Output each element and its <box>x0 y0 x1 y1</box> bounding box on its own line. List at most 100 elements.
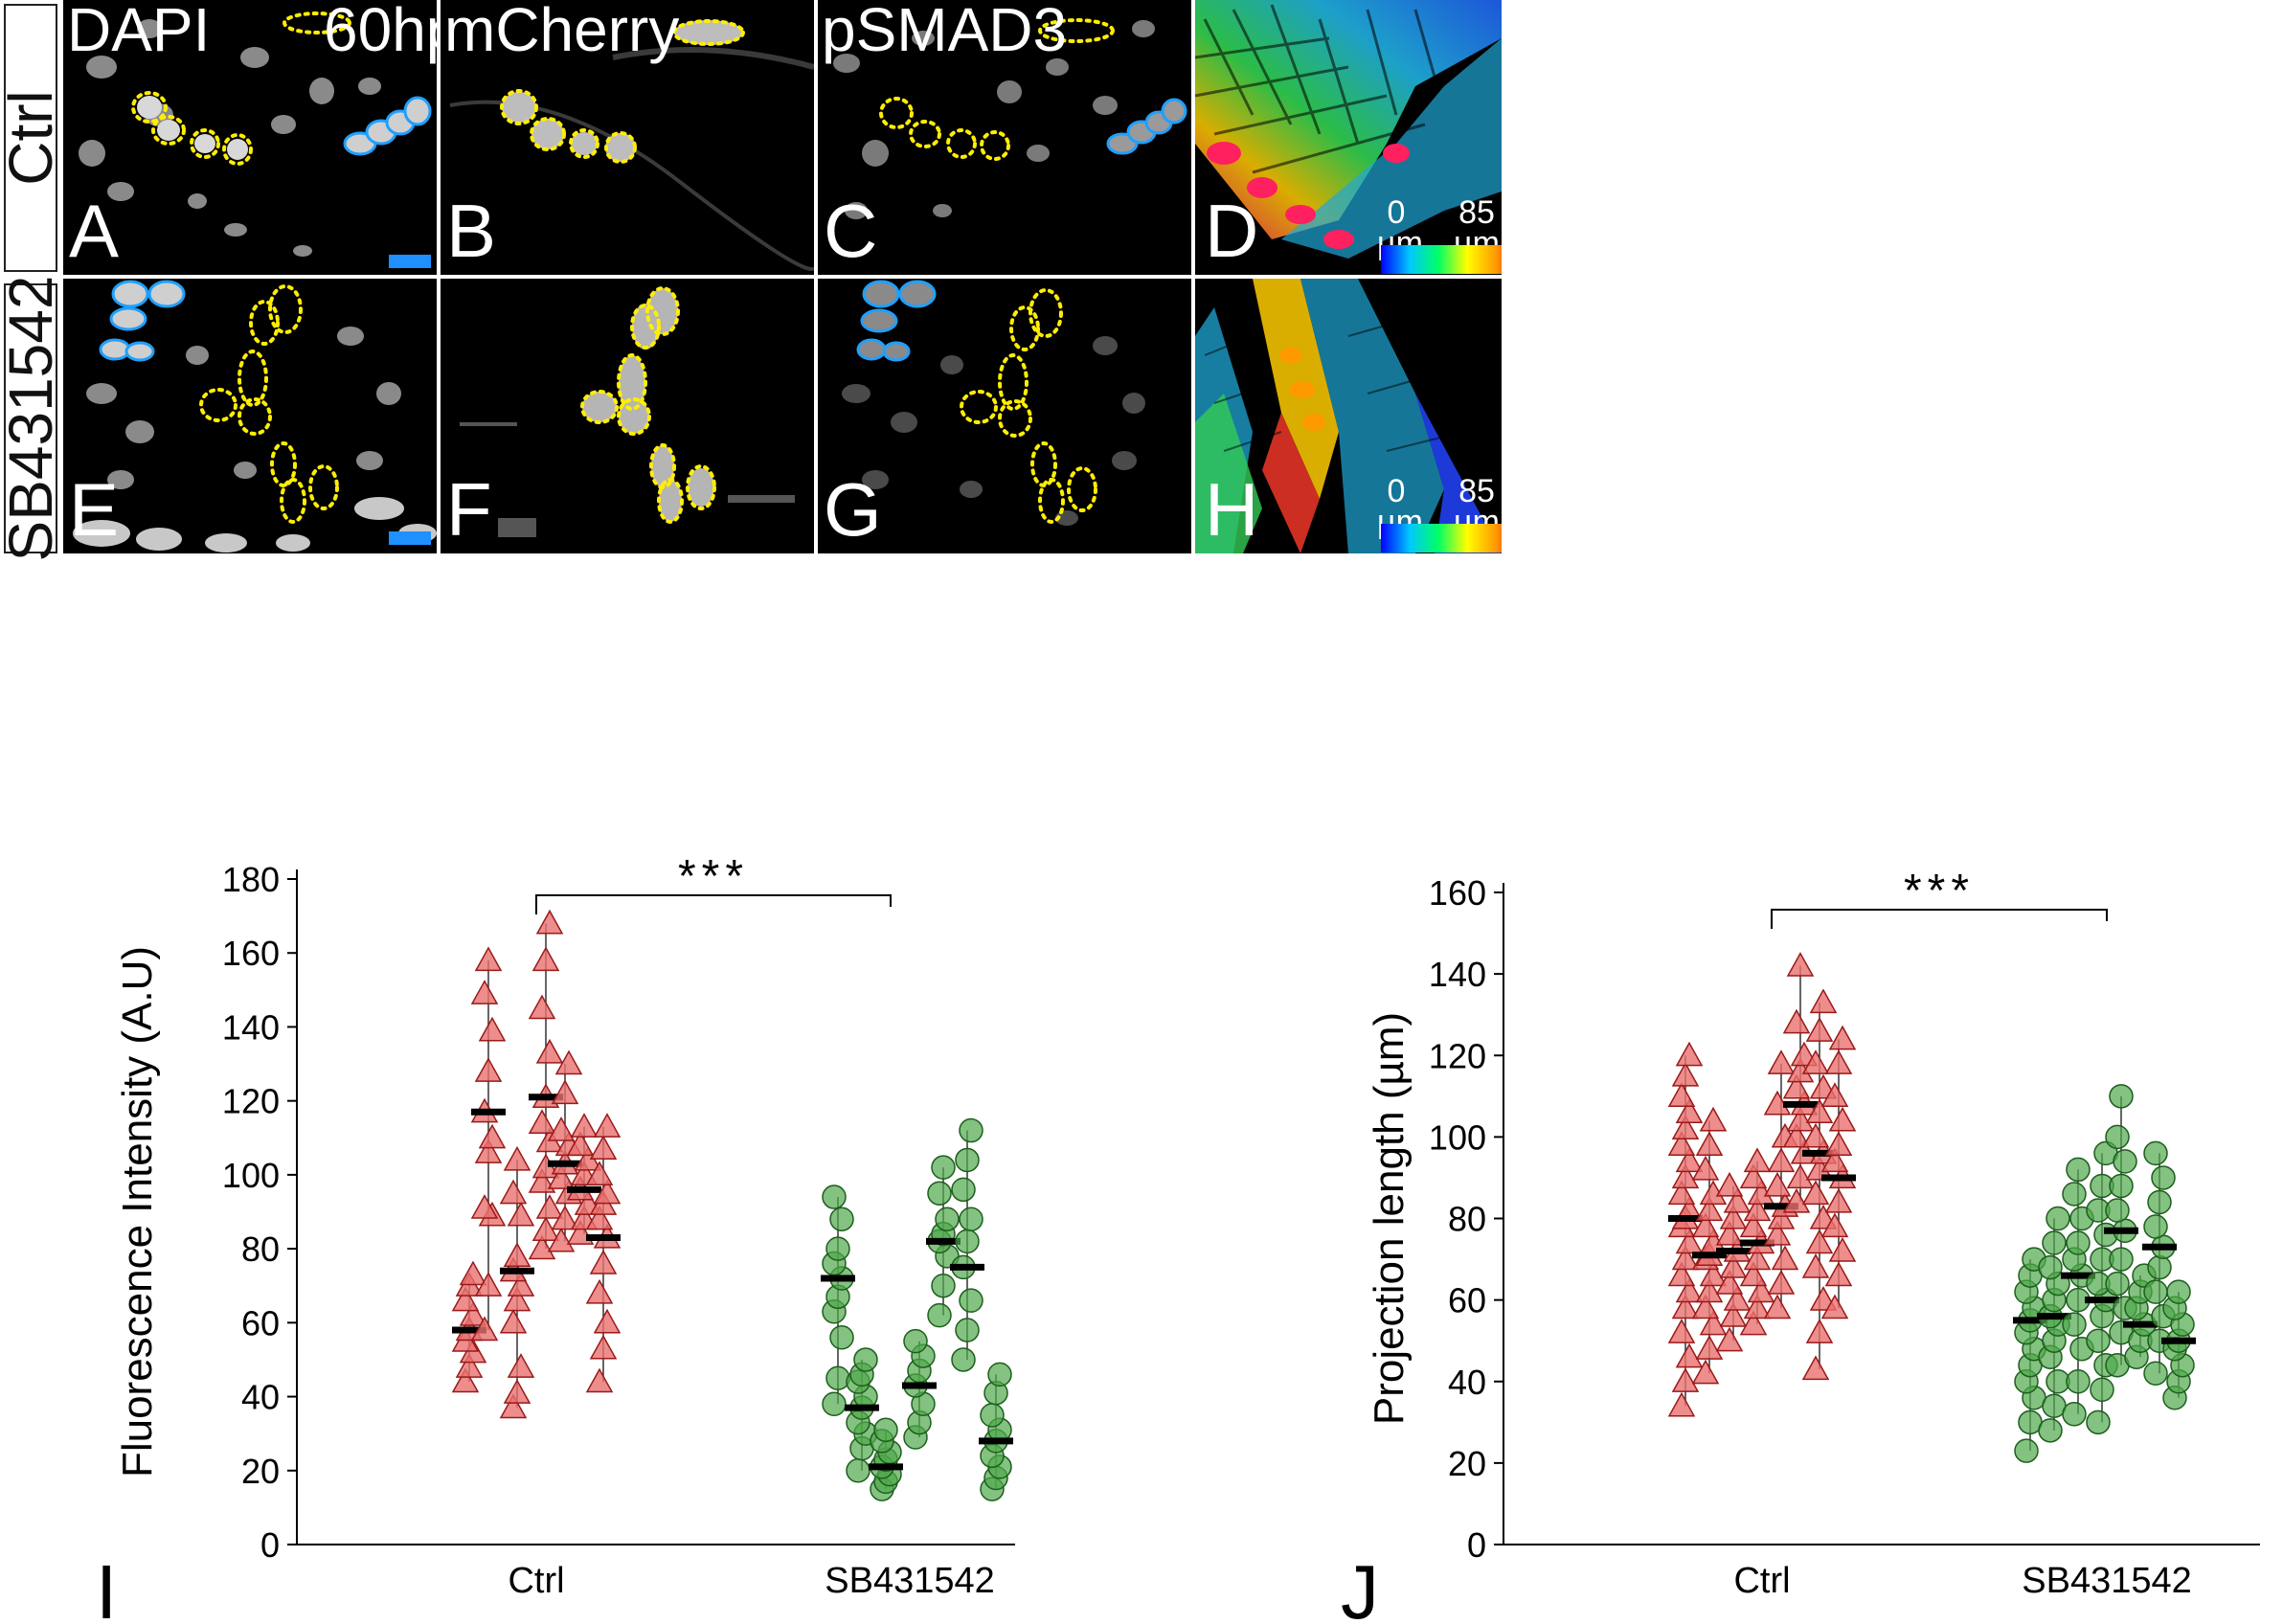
panel-g-psmad3-sb431542: G <box>818 279 1191 553</box>
data-point-triangle <box>474 1272 503 1297</box>
data-point-triangle <box>1786 1163 1815 1189</box>
panel-f-letter: F <box>446 467 492 552</box>
panel-h-scale-min-value: 0 <box>1387 473 1406 509</box>
data-point-circle <box>927 1181 952 1206</box>
data-point-circle <box>2166 1279 2191 1304</box>
data-point-triangle <box>1671 1367 1700 1392</box>
data-point-triangle <box>547 1164 576 1189</box>
panel-f-image <box>460 286 795 537</box>
data-point-triangle <box>528 1234 556 1260</box>
y-axis-label: Projection length (µm) <box>1366 1012 1413 1425</box>
y-tick-label: 140 <box>1429 955 1486 994</box>
panel-a-scalebar <box>389 255 431 268</box>
data-point-triangle <box>459 1301 487 1326</box>
data-point-circle <box>2086 1410 2111 1435</box>
data-point-triangle <box>1699 1261 1728 1287</box>
data-point-circle <box>2113 1149 2137 1174</box>
significance-label: *** <box>1904 866 1975 916</box>
data-point-triangle <box>470 1316 499 1342</box>
panel-e-dapi-sb431542: E <box>63 279 437 553</box>
y-tick-label: 20 <box>1448 1444 1486 1483</box>
data-point-circle <box>927 1302 952 1328</box>
data-point-triangle <box>1671 1115 1700 1140</box>
data-point-triangle <box>459 1260 487 1286</box>
data-point-circle <box>2066 1230 2091 1255</box>
data-point-circle <box>2109 1084 2134 1109</box>
chart-i: 0 20 40 60 80 100 120 140 160 180 Fluorescence Int… <box>96 851 1015 1624</box>
panel-c-title: pSMAD3 <box>822 0 1068 64</box>
data-point-circle <box>2066 1369 2091 1394</box>
panel-a-dapi-ctrl: DAPI 60hpf A <box>63 0 437 275</box>
data-point-triangle <box>1691 1155 1720 1181</box>
data-point-triangle <box>535 909 564 935</box>
data-point-triangle <box>1824 1131 1853 1157</box>
data-point-triangle <box>1801 1355 1830 1381</box>
data-point-triangle <box>470 1194 499 1219</box>
data-point-triangle <box>1782 1187 1811 1213</box>
data-point-circle <box>2143 1279 2168 1304</box>
data-point-circle <box>2105 1198 2130 1223</box>
data-point-triangle <box>1671 1163 1700 1189</box>
data-point-triangle <box>1691 1294 1720 1320</box>
panel-c-psmad3-ctrl: pSMAD3 C <box>818 0 1191 275</box>
data-point-triangle <box>474 1057 503 1082</box>
data-point-triangle <box>535 1194 564 1219</box>
data-point-circle <box>931 1155 956 1180</box>
panel-g-letter: G <box>824 467 882 552</box>
data-point-triangle <box>585 1161 614 1186</box>
data-point-triangle <box>1824 1187 1853 1213</box>
data-point-triangle <box>589 1334 618 1360</box>
data-point-circle <box>959 1207 983 1231</box>
data-point-circle <box>2038 1254 2063 1280</box>
panel-a-image <box>79 11 432 257</box>
data-point-circle <box>2151 1165 2176 1190</box>
data-point-triangle <box>470 980 499 1004</box>
panel-a-title-60hpf: 60hpf <box>324 0 437 64</box>
data-point-triangle <box>547 1116 576 1141</box>
data-point-triangle <box>1715 1220 1744 1246</box>
data-point-circle <box>2105 1271 2130 1297</box>
panel-e-scalebar <box>389 531 431 545</box>
y-tick-label: 160 <box>222 934 280 973</box>
panel-letter-j: J <box>1341 1549 1379 1624</box>
data-point-triangle <box>1828 1025 1857 1050</box>
data-point-triangle <box>551 1079 579 1105</box>
data-point-triangle <box>593 1179 622 1205</box>
data-point-triangle <box>499 1393 528 1419</box>
data-point-triangle <box>1824 1049 1853 1074</box>
data-point-triangle <box>474 946 503 972</box>
data-point-circle <box>903 1328 928 1354</box>
data-point-circle <box>2143 1140 2168 1166</box>
panel-d-color-scale <box>1381 245 1502 274</box>
data-point-circle <box>829 1207 854 1231</box>
data-point-triangle <box>1667 1131 1696 1157</box>
data-point-circle <box>2062 1182 2087 1207</box>
data-point-triangle <box>1719 1204 1748 1229</box>
panel-d-image <box>1195 0 1502 259</box>
data-point-triangle <box>1820 1147 1849 1173</box>
data-point-triangle <box>1675 1098 1704 1123</box>
data-point-triangle <box>535 1038 564 1064</box>
data-point-triangle <box>507 1353 535 1378</box>
data-point-triangle <box>566 1131 595 1157</box>
data-point-triangle <box>1824 1261 1853 1287</box>
panel-b-mcherry-ctrl: mCherry B <box>441 0 814 275</box>
y-tick-label: 60 <box>1448 1281 1486 1320</box>
panel-d-scale-min-value: 0 <box>1387 194 1406 231</box>
data-point-triangle <box>1805 1017 1834 1042</box>
y-tick-label: 80 <box>1448 1200 1486 1239</box>
data-point-triangle <box>1820 1294 1849 1320</box>
data-point-circle <box>2143 1214 2168 1239</box>
data-point-circle <box>2086 1328 2111 1353</box>
y-tick-label: 0 <box>1467 1525 1486 1565</box>
y-tick-label: 40 <box>1448 1363 1486 1402</box>
panel-e-letter: E <box>69 467 120 552</box>
data-point-triangle <box>1805 1319 1834 1343</box>
data-point-circle <box>955 1318 980 1342</box>
y-tick-label: 120 <box>1429 1036 1486 1075</box>
data-point-circle <box>959 1288 983 1313</box>
data-point-triangle <box>528 994 556 1020</box>
data-point-triangle <box>451 1286 480 1312</box>
data-point-triangle <box>585 1367 614 1393</box>
data-point-circle <box>2109 1247 2134 1272</box>
